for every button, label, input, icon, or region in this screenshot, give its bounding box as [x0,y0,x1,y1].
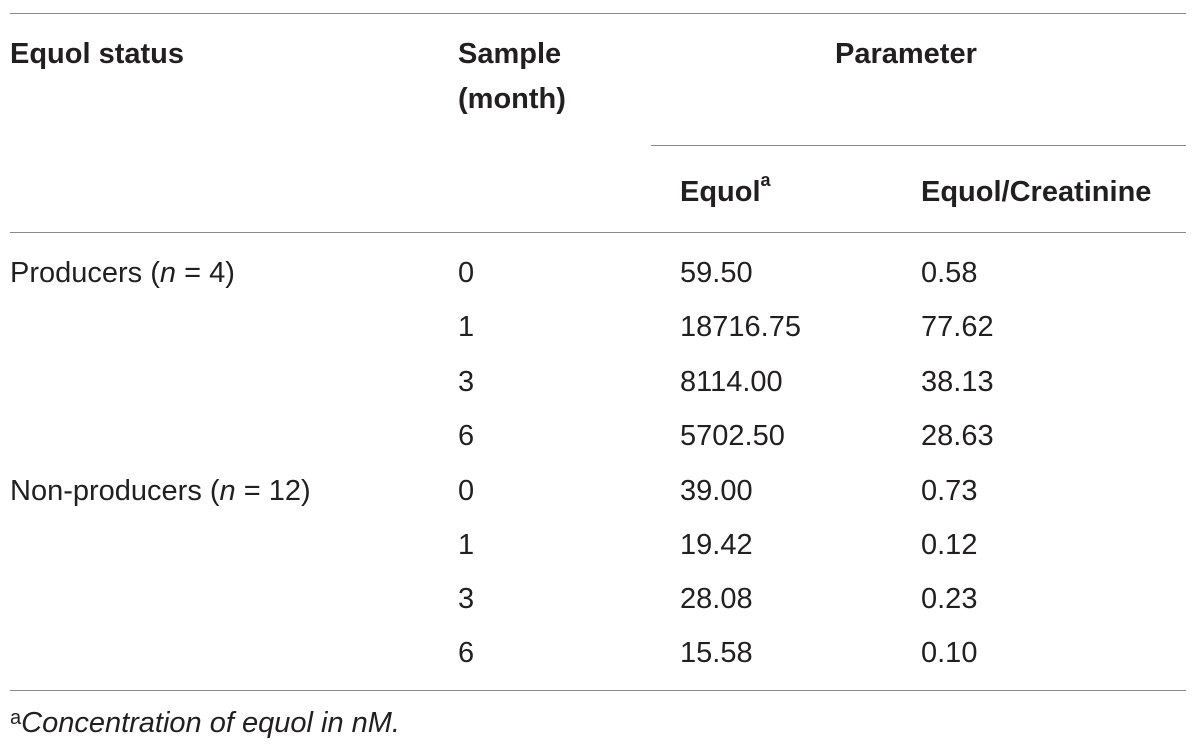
group-label-non-producers: Non-producers (n = 12) [10,474,311,508]
cell-equol: 15.58 [680,637,753,669]
header-sample-line1: Sample [458,38,562,70]
header-equol: Equola [680,171,771,209]
cell-sample: 3 [458,366,475,398]
cell-equol: 39.00 [680,475,753,507]
cell-ratio: 0.73 [921,475,978,507]
cell-sample: 6 [458,420,475,452]
group-n-value: = 4) [176,257,235,289]
group-n-variable: n [219,475,236,507]
group-name: Non-producers ( [10,475,220,507]
cell-equol: 19.42 [680,529,753,561]
header-sample-line2: (month) [458,83,566,115]
header-equol-status: Equol status [10,38,185,70]
group-name: Producers ( [10,257,160,289]
cell-equol: 59.50 [680,257,753,289]
group-label-producers: Producers (n = 4) [10,256,235,290]
footnote-mark: a [10,707,22,729]
group-n-value: = 12) [235,475,311,507]
footnote-text: Concentration of equol in nM. [21,707,400,739]
header-equol-label: Equol [680,176,761,208]
cell-ratio: 38.13 [921,366,994,398]
cell-ratio: 77.62 [921,311,994,343]
cell-ratio: 28.63 [921,420,994,452]
cell-equol: 28.08 [680,583,753,615]
cell-ratio: 0.12 [921,529,978,561]
cell-equol: 8114.00 [680,366,783,398]
cell-ratio: 0.10 [921,637,978,669]
top-rule [10,13,1186,14]
cell-sample: 6 [458,637,475,669]
cell-equol: 5702.50 [680,420,785,452]
cell-sample: 3 [458,583,475,615]
table-footnote: aConcentration of equol in nM. [10,706,400,743]
cell-sample: 0 [458,475,475,507]
header-parameter: Parameter [835,38,977,70]
cell-sample: 0 [458,257,475,289]
header-bottom-rule [10,232,1186,233]
header-equol-creatinine: Equol/Creatinine [921,176,1152,208]
cell-equol: 18716.75 [680,311,801,343]
table-bottom-rule [10,690,1186,691]
header-equol-footnote-mark: a [760,170,771,191]
cell-sample: 1 [458,529,475,561]
cell-ratio: 0.58 [921,257,978,289]
parameter-span-rule [651,145,1186,146]
group-n-variable: n [159,257,177,289]
cell-ratio: 0.23 [921,583,978,615]
cell-sample: 1 [458,311,475,343]
